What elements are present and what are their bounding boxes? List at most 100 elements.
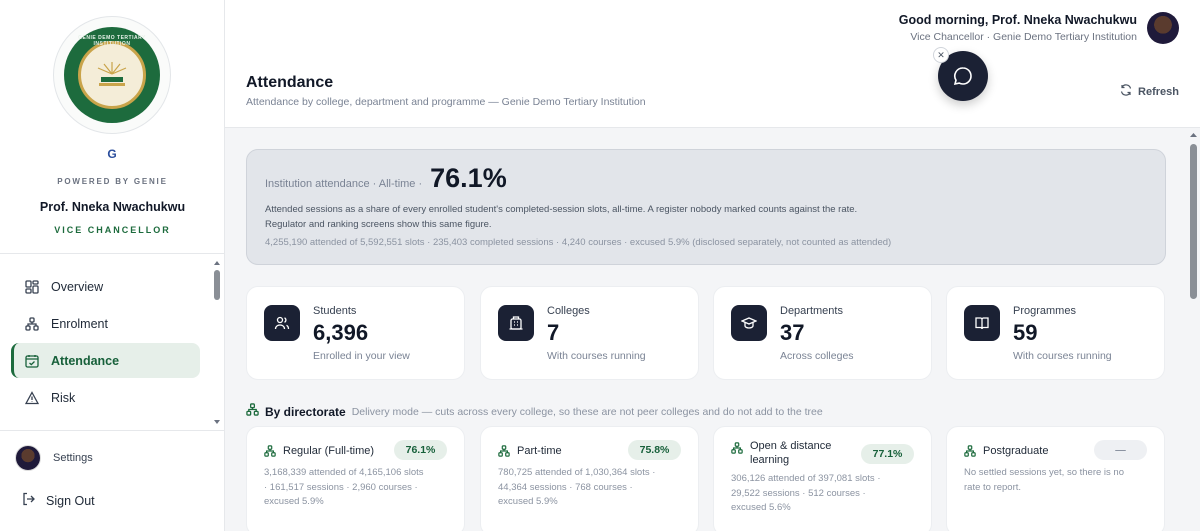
rate-badge: —: [1094, 440, 1147, 460]
section-note: Delivery mode — cuts across every colleg…: [351, 406, 823, 418]
sidebar-item-label: Overview: [51, 279, 104, 294]
directorate-title: Open & distance learning: [750, 440, 832, 466]
detail-line: 306,126 attended of 397,081 slots ·: [731, 473, 881, 484]
directorate-details: 780,725 attended of 1,030,364 slots · 44…: [498, 466, 688, 510]
stat-card-departments[interactable]: Departments 37 Across colleges: [713, 286, 932, 380]
greeting-text: Good morning, Prof. Nneka Nwachukwu: [898, 13, 1137, 27]
genie-logo-icon: G: [107, 147, 117, 161]
sidebar-item-label: Enrolment: [51, 316, 108, 331]
rate-badge: 76.1%: [394, 440, 447, 460]
stat-card-programmes[interactable]: Programmes 59 With courses running: [946, 286, 1165, 380]
chat-icon: [953, 67, 972, 86]
powered-by-label: POWERED BY GENIE: [57, 177, 168, 186]
user-role: VICE CHANCELLOR: [54, 225, 171, 235]
sidebar-item-risk[interactable]: Risk: [11, 380, 200, 415]
users-icon: [264, 305, 300, 341]
hierarchy-icon: [964, 444, 976, 462]
sign-out-button[interactable]: Sign Out: [22, 492, 95, 509]
close-icon: ✕: [937, 49, 945, 60]
hierarchy-icon: [498, 444, 510, 462]
user-name: Prof. Nneka Nwachukwu: [39, 200, 186, 214]
graduation-cap-icon: [731, 305, 767, 341]
main-content: Institution attendance · All-time · 76.1…: [225, 128, 1187, 531]
stat-label: Colleges: [547, 305, 590, 317]
page-title: Attendance: [246, 74, 334, 91]
chat-close-button[interactable]: ✕: [933, 47, 949, 63]
divider: [0, 253, 225, 254]
directorate-title: Part-time: [517, 445, 562, 457]
sidebar-item-enrolment[interactable]: Enrolment: [11, 306, 200, 341]
stat-value: 59: [1013, 320, 1038, 345]
stat-label: Departments: [780, 305, 843, 317]
sign-out-label: Sign Out: [46, 493, 95, 508]
sidebar-item-label: Attendance: [51, 353, 120, 368]
directorate-section-header: By directorate Delivery mode — cuts acro…: [246, 403, 823, 421]
detail-line: 780,725 attended of 1,030,364 slots ·: [498, 467, 656, 478]
directorate-details: 306,126 attended of 397,081 slots · 29,5…: [731, 472, 921, 516]
profile-avatar[interactable]: [1147, 12, 1179, 44]
page-header: Good morning, Prof. Nneka Nwachukwu Vice…: [225, 0, 1200, 128]
directorate-title: Postgraduate: [983, 445, 1049, 457]
stat-card-colleges[interactable]: Colleges 7 With courses running: [480, 286, 699, 380]
stat-label: Students: [313, 305, 357, 317]
greeting-subtitle: Vice Chancellor · Genie Demo Tertiary In…: [910, 31, 1137, 43]
avatar: [15, 445, 41, 471]
sidebar-nav: Overview Enrolment Attendance Risk: [0, 269, 210, 417]
hero-description-line: Attended sessions as a share of every en…: [265, 204, 858, 215]
hero-footnote: 4,255,190 attended of 5,592,551 slots · …: [265, 237, 892, 248]
detail-line: excused 5.9%: [264, 496, 324, 507]
divider: [0, 430, 225, 431]
directorate-details: 3,168,339 attended of 4,165,106 slots · …: [264, 466, 454, 510]
rate-badge: 75.8%: [628, 440, 681, 460]
stat-note: With courses running: [547, 350, 646, 362]
detail-line: 29,522 sessions · 512 courses ·: [731, 487, 866, 499]
directorate-card-postgraduate[interactable]: Postgraduate — No settled sessions yet, …: [946, 426, 1165, 531]
detail-line: excused 5.6%: [731, 502, 791, 513]
hero-value: 76.1%: [430, 163, 507, 193]
rate-badge: 77.1%: [861, 444, 914, 464]
stat-card-students[interactable]: Students 6,396 Enrolled in your view: [246, 286, 465, 380]
sidebar-item-attendance[interactable]: Attendance: [11, 343, 200, 378]
detail-line: excused 5.9%: [498, 496, 558, 507]
stat-note: Across colleges: [780, 350, 854, 362]
sidebar: GENIE DEMO TERTIARY INSTITUTION G POWERE…: [0, 0, 225, 531]
stat-note: Enrolled in your view: [313, 350, 410, 362]
directorate-title: Regular (Full-time): [283, 445, 375, 457]
greeting-block: Good morning, Prof. Nneka Nwachukwu Vice…: [899, 13, 1137, 43]
stat-value: 6,396: [313, 320, 369, 345]
scrollbar-thumb[interactable]: [214, 270, 220, 300]
warning-icon: [24, 390, 39, 405]
hierarchy-icon: [264, 444, 276, 462]
hero-label: Institution attendance · All-time ·: [265, 178, 423, 190]
detail-line: rate to report.: [964, 481, 1022, 493]
section-title: By directorate: [265, 405, 346, 419]
detail-line: 3,168,339 attended of 4,165,106 slots: [264, 467, 424, 478]
directorate-card-part-time[interactable]: Part-time 75.8% 780,725 attended of 1,03…: [480, 426, 699, 531]
grid-icon: [24, 279, 39, 294]
seal-lettering: GENIE DEMO TERTIARY INSTITUTION: [78, 35, 146, 47]
detail-line: · 161,517 sessions · 2,960 courses ·: [264, 481, 418, 493]
settings-label: Settings: [53, 452, 93, 464]
refresh-button[interactable]: Refresh: [1120, 84, 1179, 99]
scrollbar-thumb[interactable]: [1190, 144, 1197, 299]
directorate-card-regular[interactable]: Regular (Full-time) 76.1% 3,168,339 atte…: [246, 426, 465, 531]
sign-out-icon: [22, 492, 36, 509]
detail-line: 44,364 sessions · 768 courses ·: [498, 481, 633, 493]
sidebar-item-overview[interactable]: Overview: [11, 269, 200, 304]
institution-logo: GENIE DEMO TERTIARY INSTITUTION: [53, 16, 171, 134]
stat-note: With courses running: [1013, 350, 1112, 362]
stat-value: 37: [780, 320, 805, 345]
hero-description-line: Regulator and ranking screens show this …: [265, 219, 492, 230]
hierarchy-icon: [24, 316, 39, 331]
detail-line: No settled sessions yet, so there is no: [964, 467, 1124, 478]
main-scrollbar[interactable]: [1187, 128, 1200, 531]
directorate-details: No settled sessions yet, so there is no …: [964, 466, 1154, 495]
hero-description: Attended sessions as a share of every en…: [265, 202, 1135, 232]
hierarchy-icon: [246, 403, 259, 421]
book-icon: [964, 305, 1000, 341]
seal-emblem: GENIE DEMO TERTIARY INSTITUTION: [64, 27, 160, 123]
settings-link[interactable]: Settings: [15, 445, 93, 471]
directorate-card-distance[interactable]: Open & distance learning 77.1% 306,126 a…: [713, 426, 932, 531]
sidebar-scrollbar[interactable]: [212, 258, 222, 428]
building-icon: [498, 305, 534, 341]
